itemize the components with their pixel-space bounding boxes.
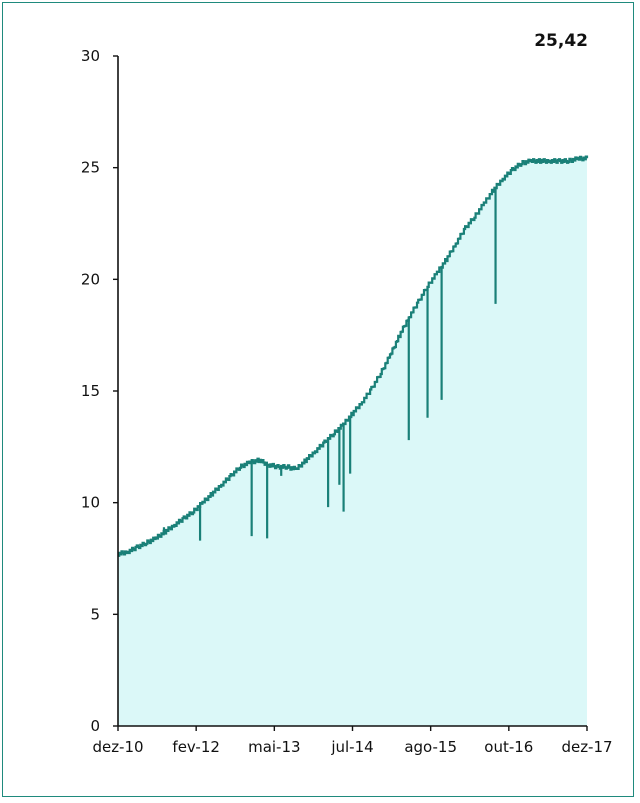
- y-tick-label-0: 0: [90, 717, 100, 735]
- plot-area: [118, 156, 587, 727]
- x-tick-label-4: ago-15: [404, 738, 457, 756]
- x-axis-ticks: dez-10 fev-12 mai-13 jul-14 ago-15 out-16 dez-…: [92, 726, 613, 756]
- spike-series: [162, 187, 497, 541]
- x-tick-label-1: fev-12: [172, 738, 219, 756]
- y-tick-label-4: 20: [81, 270, 100, 288]
- line-series: [118, 155, 589, 557]
- area-fill: [118, 156, 587, 727]
- y-axis-ticks: 0 5 10 15 20 25 30: [81, 47, 118, 735]
- x-tick-label-2: mai-13: [248, 738, 300, 756]
- y-tick-label-6: 30: [81, 47, 100, 65]
- y-tick-label-2: 10: [81, 494, 100, 512]
- x-tick-label-3: jul-14: [330, 738, 373, 756]
- x-tick-label-5: out-16: [484, 738, 533, 756]
- x-tick-label-0: dez-10: [92, 738, 143, 756]
- y-tick-label-3: 15: [81, 382, 100, 400]
- y-tick-label-1: 5: [90, 605, 100, 623]
- y-tick-label-5: 25: [81, 159, 100, 177]
- last-value-label: 25,42: [534, 31, 588, 51]
- series-line: [118, 155, 589, 557]
- x-tick-label-6: dez-17: [561, 738, 612, 756]
